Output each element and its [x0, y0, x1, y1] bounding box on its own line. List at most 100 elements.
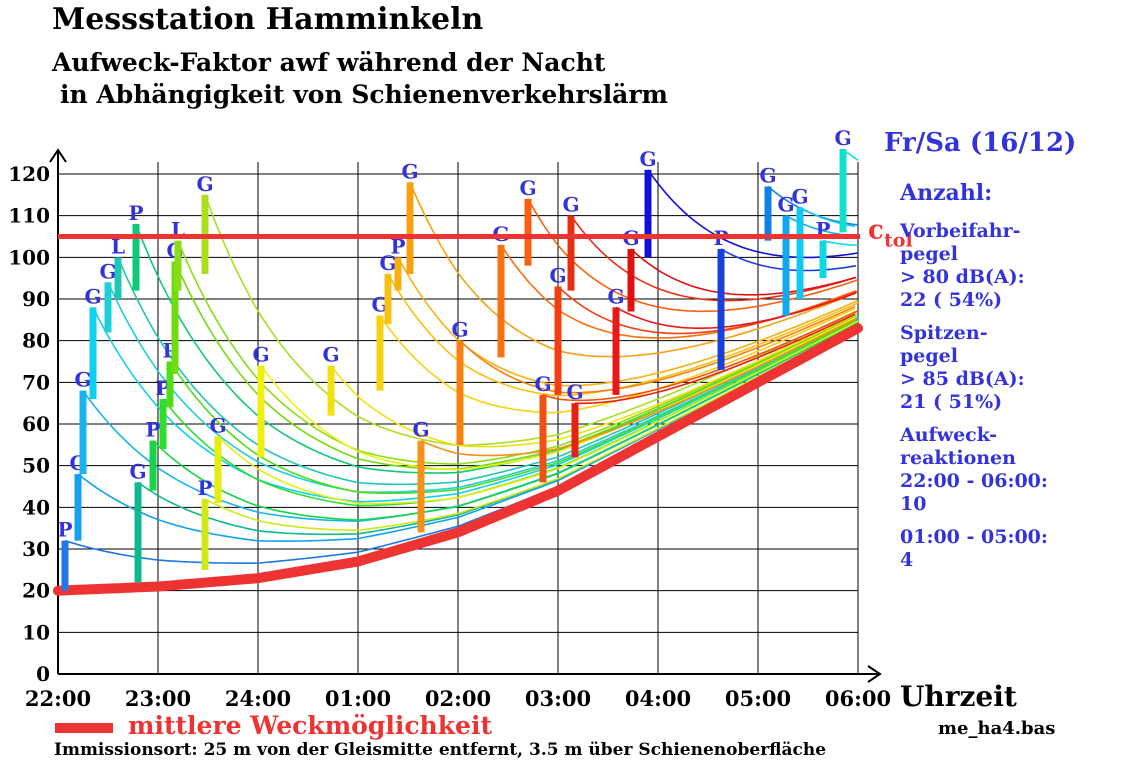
- y-tick-label: 110: [8, 204, 50, 228]
- event-label: P: [128, 201, 143, 225]
- file-name: me_ha4.bas: [938, 718, 1056, 739]
- reaction-curve: [630, 248, 857, 296]
- reaction-curves: [53, 152, 863, 596]
- reaction-curve: [420, 317, 857, 457]
- event-label: G: [607, 284, 624, 308]
- pass-label-3: > 80 dB(A):: [900, 266, 1025, 288]
- wake-label-1: Aufweck-: [900, 424, 998, 446]
- c-tol-subscript: tol: [884, 230, 913, 252]
- reaction-curve: [92, 306, 859, 503]
- reaction-curve: [107, 281, 859, 493]
- reaction-curve: [217, 320, 859, 505]
- event-label: G: [322, 343, 339, 367]
- tick-labels: 0 10 20 30 40 50 60 70 80 90 100 110 120 22:00 23:00 24…: [8, 162, 891, 711]
- event-label: G: [492, 222, 509, 246]
- reaction-curve: [615, 292, 857, 329]
- pass-label-1: Vorbeifahr-: [900, 220, 1021, 242]
- y-tick-label: 100: [8, 245, 50, 269]
- event-label: L: [111, 234, 125, 258]
- y-tick-label: 50: [22, 454, 50, 478]
- c-tol-line: c tol: [58, 216, 913, 252]
- night-label: Fr/Sa (16/12): [884, 128, 1077, 158]
- event-label: G: [562, 193, 579, 217]
- event-label: G: [74, 368, 91, 392]
- wake-range-2: 01:00 - 05:00:: [900, 526, 1048, 548]
- x-tick-label: 23:00: [125, 686, 191, 711]
- event-label: G: [129, 459, 146, 483]
- reaction-curve: [459, 305, 856, 394]
- legend-swatch: [55, 723, 113, 733]
- x-axis-label: Uhrzeit: [900, 680, 1017, 713]
- x-tick-label: 01:00: [325, 686, 391, 711]
- x-tick-label: 06:00: [825, 686, 891, 711]
- x-tick-label: 24:00: [225, 686, 291, 711]
- event-label: G: [209, 414, 226, 438]
- event-label: G: [371, 293, 388, 317]
- event-label: G: [777, 193, 794, 217]
- event-label: G: [412, 418, 429, 442]
- mean-wake-curve: [53, 323, 863, 596]
- event-label: G: [791, 184, 808, 208]
- y-tick-label: 60: [22, 412, 50, 436]
- reaction-curve: [570, 215, 857, 302]
- reaction-curve: [260, 316, 857, 471]
- reaction-curve: [330, 313, 857, 448]
- y-tick-label: 10: [22, 620, 50, 644]
- peak-label-3: > 85 dB(A):: [900, 368, 1025, 390]
- x-tick-label: 05:00: [725, 686, 791, 711]
- event-label: G: [84, 284, 101, 308]
- y-tick-label: 0: [36, 662, 50, 686]
- y-tick-label: 120: [8, 162, 50, 186]
- event-label: G: [401, 159, 418, 183]
- reaction-curve: [574, 313, 856, 405]
- y-tick-label: 20: [22, 579, 50, 603]
- peak-label-1: Spitzen-: [900, 322, 988, 344]
- y-tick-label: 70: [22, 370, 50, 394]
- event-label: P: [57, 518, 72, 542]
- x-tick-label: 03:00: [525, 686, 591, 711]
- pass-value: 22 ( 54%): [900, 289, 1003, 311]
- wake-range-1: 22:00 - 06:00:: [900, 470, 1048, 492]
- y-tick-label: 40: [22, 495, 50, 519]
- reaction-curve: [152, 321, 859, 521]
- x-tick-label: 22:00: [25, 686, 91, 711]
- subtitle-line-2: in Abhängigkeit von Schienenverkehrslärm: [60, 80, 669, 109]
- legend-label: mittlere Weckmöglichkeit: [128, 711, 492, 740]
- reaction-curve: [77, 323, 859, 543]
- subtitle-line-1: Aufweck-Faktor awf während der Nacht: [52, 48, 606, 77]
- reaction-curve: [542, 310, 859, 402]
- x-tick-label: 02:00: [425, 686, 491, 711]
- event-label: G: [252, 343, 269, 367]
- reaction-curve: [822, 239, 859, 246]
- y-tick-label: 30: [22, 537, 50, 561]
- wake-label-2: reaktionen: [900, 447, 1016, 469]
- peak-value: 21 ( 51%): [900, 391, 1003, 413]
- event-label: G: [196, 172, 213, 196]
- event-label: G: [834, 126, 851, 150]
- event-label: P: [390, 234, 405, 258]
- event-label: G: [549, 264, 566, 288]
- wake-value-2: 4: [900, 549, 914, 571]
- event-label: G: [534, 372, 551, 396]
- event-label: G: [99, 259, 116, 283]
- y-tick-label: 90: [22, 287, 50, 311]
- y-axis-arrow: [49, 148, 67, 163]
- x-axis-arrow: [867, 665, 882, 683]
- event-label: G: [519, 176, 536, 200]
- event-label: G: [566, 380, 583, 404]
- pass-label-2: pegel: [900, 243, 958, 265]
- event-label: G: [379, 251, 396, 275]
- event-label: P: [197, 476, 212, 500]
- event-bars: PGGGGLGPPPPGLPGGGGGGPGGGGGGGGGGGGPGGGPG: [57, 126, 852, 591]
- reaction-curve: [174, 261, 856, 470]
- event-label: G: [451, 318, 468, 342]
- reaction-curve: [409, 181, 856, 358]
- page-title: Messstation Hamminkeln: [52, 2, 484, 37]
- reaction-curve: [169, 319, 856, 495]
- statistics-panel: Fr/Sa (16/12) Anzahl: Vorbeifahr- pegel …: [884, 128, 1134, 572]
- event-label: G: [759, 164, 776, 188]
- reaction-curve: [204, 325, 856, 531]
- y-tick-label: 80: [22, 329, 50, 353]
- footer-note: Immissionsort: 25 m von der Gleismitte e…: [54, 740, 827, 760]
